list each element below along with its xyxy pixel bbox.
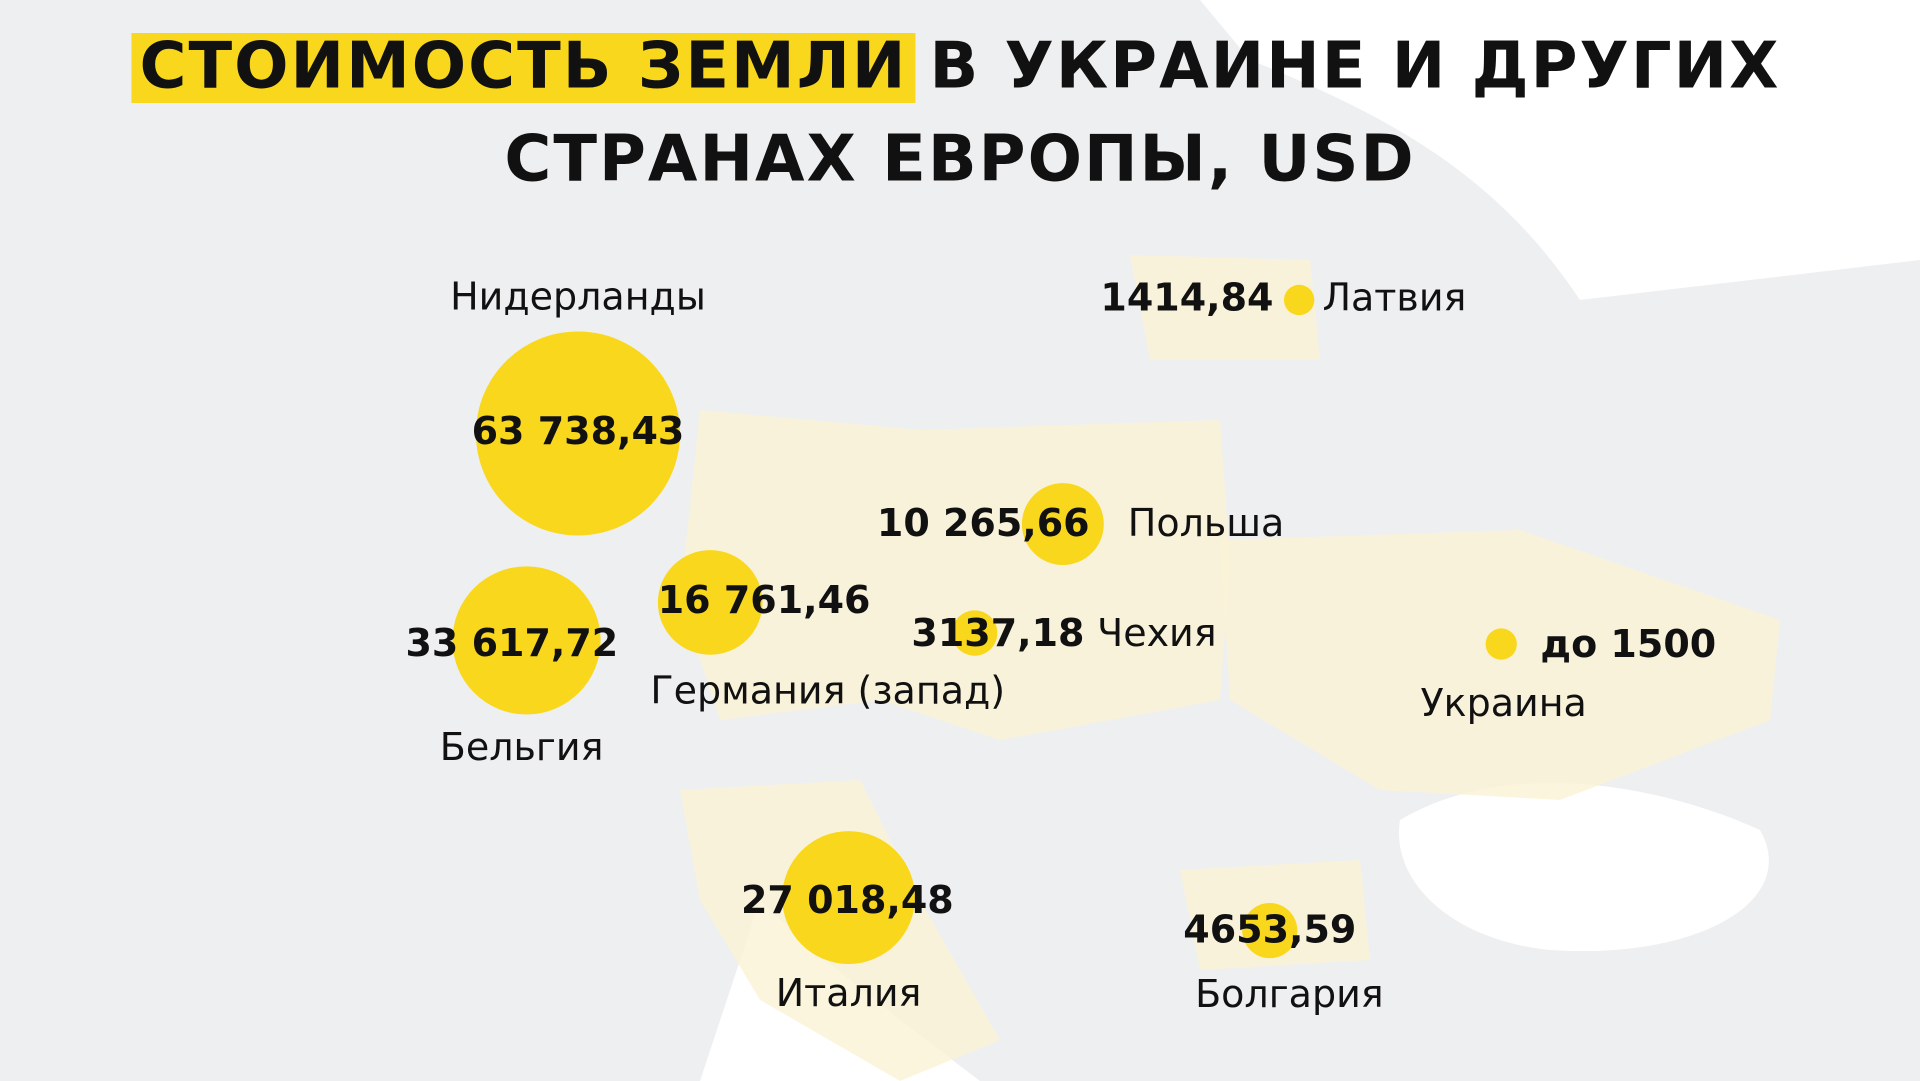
value-label: 3137,18	[911, 611, 1084, 655]
bubble	[1242, 903, 1298, 959]
bubble	[657, 550, 763, 655]
value-label: 33 617,72	[405, 621, 618, 665]
value-label: 10 265,66	[877, 501, 1090, 545]
bubble	[1485, 628, 1517, 660]
country-label: Италия	[776, 971, 922, 1015]
value-label: до 1500	[1540, 622, 1716, 666]
value-label: 27 018,48	[741, 878, 954, 922]
value-label: 1414,84	[1100, 276, 1273, 320]
country-label: Бельгия	[440, 725, 604, 769]
title-highlight	[131, 33, 916, 103]
bubble	[952, 610, 998, 656]
bubble	[452, 566, 601, 715]
bubble	[1021, 483, 1104, 566]
bubble	[475, 331, 680, 536]
country-label: Польша	[1128, 501, 1285, 545]
chart-title: СТОИМОСТЬ ЗЕМЛИ	[139, 30, 907, 104]
value-label: 16 761,46	[658, 578, 871, 622]
bubble	[782, 831, 915, 964]
country-label: Латвия	[1322, 276, 1466, 320]
chart-title: СТРАНАХ ЕВРОПЫ, USD	[504, 123, 1415, 197]
value-label: 4653,59	[1183, 907, 1356, 951]
country-label: Германия (запад)	[650, 669, 1005, 713]
bubble	[1283, 284, 1315, 316]
country-label: Чехия	[1097, 611, 1216, 655]
value-label: 63 738,43	[472, 409, 685, 453]
country-label: Нидерланды	[450, 274, 706, 318]
country-label: Украина	[1421, 681, 1587, 725]
country-label: Болгария	[1195, 972, 1384, 1016]
chart-title: В УКРАИНЕ И ДРУГИХ	[929, 30, 1780, 104]
